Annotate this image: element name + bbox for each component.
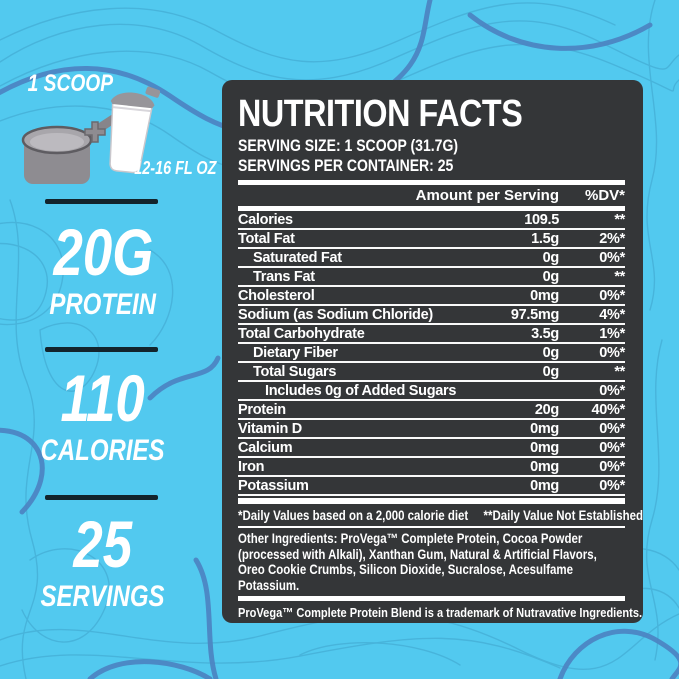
row-dv: 40%* [591,401,626,418]
separator-bar [238,180,625,185]
row-dv: ** [614,211,625,228]
stat-servings-value: 25 [73,507,133,581]
row-dv: 2%* [599,230,625,247]
row-amount: 0mg [530,439,559,456]
other-ingredients: Other Ingredients: ProVega™ Complete Pro… [238,531,597,593]
row-label: Total Carbohydrate [238,325,365,342]
row-dv: ** [614,363,625,380]
footnote-daily-values: *Daily Values based on a 2,000 calorie d… [238,508,469,523]
row-label: Total Fat [238,230,295,247]
row-dv: 0%* [599,420,625,437]
table-row-trans-fat: Trans Fat 0g ** [238,268,625,287]
servings-per-container-line: SERVINGS PER CONTAINER: 25 [238,157,454,175]
table-row-saturated-fat: Saturated Fat 0g 0%* [238,249,625,268]
row-amount: 0mg [530,420,559,437]
row-amount: 0g [542,249,560,266]
row-label: Iron [238,458,265,475]
shaker-bottle-icon [109,86,160,174]
row-dv: 0%* [599,439,625,456]
row-label: Vitamin D [238,420,302,437]
trademark-note: ProVega™ Complete Protein Blend is a tra… [238,605,643,620]
separator-bar [238,206,625,211]
table-row-total-fat: Total Fat 1.5g 2%* [238,230,625,249]
plus-icon [84,121,106,143]
row-label: Potassium [238,477,309,494]
divider [45,199,158,204]
row-dv: 0%* [599,458,625,475]
row-dv: 0%* [599,287,625,304]
table-row-dietary-fiber: Dietary Fiber 0g 0%* [238,344,625,363]
stat-servings-label: SERVINGS [40,580,166,613]
row-dv: ** [614,268,625,285]
serving-size-line: SERVING SIZE: 1 SCOOP (31.7G) [238,137,459,155]
row-amount: 0g [542,344,560,361]
table-row-potassium: Potassium 0mg 0%* [238,477,625,496]
table-row-vitamin-d: Vitamin D 0mg 0%* [238,420,625,439]
left-info-column: 1 SCOOP 12-16 FL OZ 20G PROTEIN 110 CALO… [0,0,222,679]
row-label: Saturated Fat [253,249,342,266]
amount-column-header: Amount per Serving [415,187,559,204]
scoop-icon [21,107,129,184]
separator-bar [238,596,625,601]
stat-protein-label: PROTEIN [49,288,157,321]
row-label: Dietary Fiber [253,344,338,361]
row-label: Total Sugars [253,363,337,380]
stat-calories-label: CALORIES [40,434,165,467]
row-dv: 0%* [599,344,625,361]
footnote-not-established: **Daily Value Not Established [483,508,643,523]
row-dv: 4%* [599,306,625,323]
row-amount: 1.5g [531,230,559,247]
stat-servings: 25 SERVINGS [0,508,206,614]
row-label: Includes 0g of Added Sugars [265,382,457,399]
row-amount: 0g [542,268,560,285]
table-row-iron: Iron 0mg 0%* [238,458,625,477]
row-label: Sodium (as Sodium Chloride) [238,306,433,323]
scoop-count-label: 1 SCOOP [10,70,130,98]
table-row-protein: Protein 20g 40%* [238,401,625,420]
row-label: Calories [238,211,293,228]
row-label: Cholesterol [238,287,315,304]
divider [45,347,158,352]
row-amount: 109.5 [524,211,559,228]
row-dv: 0%* [599,382,625,399]
scoop-count-text: 1 SCOOP [27,70,113,97]
row-amount: 3.5g [531,325,559,342]
row-amount: 0mg [530,287,559,304]
stat-protein-value: 20G [53,215,153,289]
nutrition-table: Calories 109.5 ** Total Fat 1.5g 2%* Sat… [238,211,625,496]
table-row-cholesterol: Cholesterol 0mg 0%* [238,287,625,306]
fl-oz-label: 12-16 FL OZ [120,158,230,179]
table-row-calories: Calories 109.5 ** [238,211,625,230]
table-header-row: Amount per Serving %DV* [238,185,625,206]
row-label: Calcium [238,439,293,456]
stat-calories-value: 110 [60,361,146,435]
fl-oz-text: 12-16 FL OZ [133,158,217,178]
row-amount: 0mg [530,477,559,494]
table-row-total-carbohydrate: Total Carbohydrate 3.5g 1%* [238,325,625,344]
row-amount: 20g [534,401,559,418]
stat-calories: 110 CALORIES [0,362,206,468]
footnote: *Daily Values based on a 2,000 calorie d… [238,507,643,524]
row-label: Protein [238,401,286,418]
row-amount: 97.5mg [510,306,559,323]
row-dv: 0%* [599,249,625,266]
divider [45,495,158,500]
table-row-added-sugars: Includes 0g of Added Sugars 0%* [238,382,625,401]
row-amount: 0mg [530,458,559,475]
nutrition-facts-panel: NUTRITION FACTS SERVING SIZE: 1 SCOOP (3… [222,80,643,623]
separator-bar [238,526,625,528]
table-row-total-sugars: Total Sugars 0g ** [238,363,625,382]
row-amount: 0g [542,363,560,380]
dv-column-header: %DV* [584,187,625,204]
separator-bar [238,498,625,504]
row-dv: 1%* [599,325,625,342]
table-row-sodium: Sodium (as Sodium Chloride) 97.5mg 4%* [238,306,625,325]
row-dv: 0%* [599,477,625,494]
stat-protein: 20G PROTEIN [0,216,206,322]
panel-title: NUTRITION FACTS [238,93,523,135]
row-label: Trans Fat [253,268,315,285]
table-row-calcium: Calcium 0mg 0%* [238,439,625,458]
